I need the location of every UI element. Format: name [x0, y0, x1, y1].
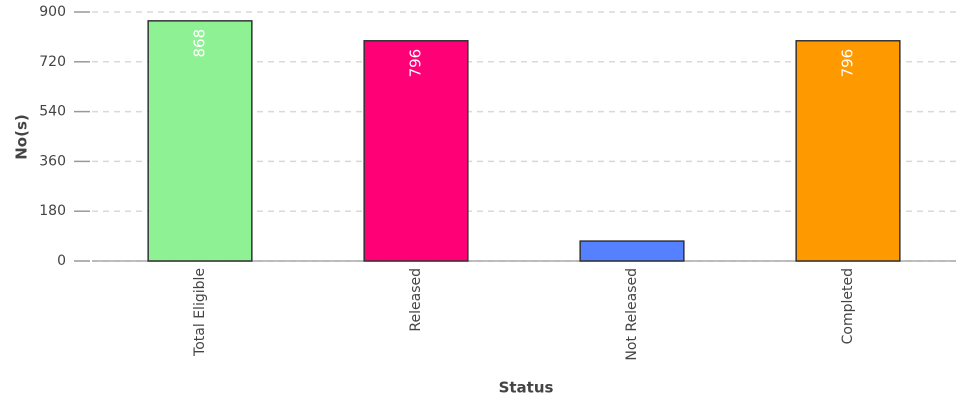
x-tick-label: Total Eligible [192, 268, 208, 357]
y-tick-label: 720 [39, 54, 66, 70]
x-tick-label: Released [408, 268, 424, 332]
y-tick-label: 900 [39, 4, 66, 20]
data-label: 796 [839, 49, 857, 78]
bar [795, 40, 901, 262]
data-label: 868 [191, 29, 209, 58]
x-tick-label: Not Released [624, 268, 640, 361]
x-tick-label: Completed [840, 268, 856, 344]
bar [363, 40, 469, 262]
y-axis-label: No(s) [13, 114, 31, 160]
y-tick-label: 540 [39, 104, 66, 120]
bar [147, 20, 253, 262]
y-tick-label: 180 [39, 203, 66, 219]
y-tick-label: 360 [39, 153, 66, 169]
y-tick-label: 0 [57, 253, 66, 269]
x-axis-label: Status [499, 379, 554, 397]
bar [579, 240, 685, 262]
data-label: 796 [407, 49, 425, 78]
